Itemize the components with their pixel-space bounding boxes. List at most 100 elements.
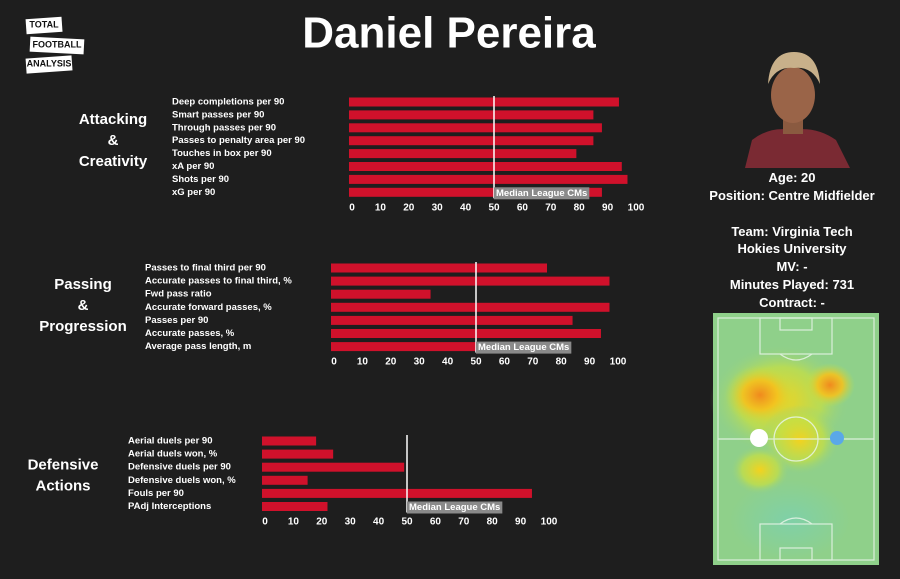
category-label: Accurate passes to final third, %: [145, 276, 292, 287]
category-label: Smart passes per 90: [172, 109, 264, 120]
logo-text: ANALYSIS: [27, 58, 72, 68]
x-tick-label: 90: [515, 517, 527, 528]
section-label: Passing: [54, 276, 112, 293]
spacer: [702, 205, 882, 223]
profile-position: Position: Centre Midfielder: [709, 187, 875, 203]
category-label: Accurate forward passes, %: [145, 302, 272, 313]
bar: [349, 162, 622, 171]
median-label: Median League CMs: [478, 342, 569, 353]
player-photo: [745, 48, 851, 168]
x-tick-label: 90: [602, 203, 614, 214]
category-label: Touches in box per 90: [172, 148, 272, 159]
category-label: Defensive duels won, %: [128, 475, 236, 486]
profile-mv: MV: -: [776, 259, 808, 275]
x-tick-label: 90: [584, 357, 596, 368]
logo-box: [25, 16, 63, 35]
category-label: Defensive duels per 90: [128, 462, 231, 473]
x-tick-label: 50: [488, 203, 500, 214]
x-tick-label: 0: [349, 203, 355, 214]
page-title: Daniel Pereira: [302, 9, 596, 58]
x-tick-label: 100: [610, 357, 627, 368]
bar: [331, 342, 476, 352]
section-label: &: [78, 297, 89, 314]
profile-team: Team: Virginia Tech Hokies University: [731, 223, 853, 257]
x-tick-label: 60: [499, 357, 511, 368]
x-tick-label: 70: [527, 357, 539, 368]
bar: [262, 488, 532, 498]
x-tick-label: 70: [458, 517, 470, 528]
x-tick-label: 50: [470, 357, 482, 368]
median-label-bg: [407, 501, 503, 514]
section-label: &: [108, 132, 119, 149]
bar: [331, 263, 547, 273]
category-label: Average pass length, m: [145, 341, 251, 352]
section-label: Actions: [35, 477, 90, 494]
bar: [349, 174, 628, 184]
x-tick-label: 30: [345, 517, 357, 528]
category-label: Aerial duels won, %: [128, 449, 218, 460]
median-label-bg: [494, 187, 590, 200]
x-tick-label: 100: [628, 203, 645, 214]
logo-text: TOTAL: [29, 19, 59, 29]
player-profile: Age: 20 Position: Centre Midfielder Team…: [702, 169, 882, 312]
category-label: Aerial duels per 90: [128, 436, 212, 447]
bar: [331, 289, 431, 299]
x-tick-label: 10: [288, 517, 300, 528]
section-label: Creativity: [79, 153, 148, 170]
profile-age: Age: 20: [768, 170, 816, 185]
x-tick-label: 0: [262, 517, 268, 528]
x-tick-label: 10: [375, 203, 387, 214]
x-tick-label: 20: [385, 357, 397, 368]
profile-minutes: Minutes Played: 731: [729, 276, 855, 292]
bar: [262, 462, 405, 472]
section-label: Progression: [39, 318, 127, 335]
x-tick-label: 0: [331, 357, 337, 368]
category-label: Passes to final third per 90: [145, 263, 266, 274]
x-tick-label: 80: [574, 203, 586, 214]
x-tick-label: 100: [541, 517, 558, 528]
x-tick-label: 70: [545, 203, 557, 214]
x-tick-label: 80: [487, 517, 499, 528]
bar: [349, 110, 594, 120]
section-label: Defensive: [28, 456, 99, 473]
x-tick-label: 20: [316, 517, 328, 528]
category-label: Deep completions per 90: [172, 97, 284, 108]
category-label: Accurate passes, %: [145, 328, 235, 339]
x-tick-label: 40: [460, 203, 472, 214]
logo-text: FOOTBALL: [33, 39, 82, 49]
bar: [349, 136, 594, 146]
category-label: xG per 90: [172, 187, 215, 198]
bar: [331, 329, 601, 338]
x-tick-label: 40: [373, 517, 385, 528]
bar: [331, 302, 610, 312]
category-label: Fwd pass ratio: [145, 289, 212, 300]
median-label: Median League CMs: [409, 502, 500, 513]
x-tick-label: 20: [403, 203, 415, 214]
bar: [262, 475, 308, 485]
bar: [349, 149, 577, 159]
section-label: Attacking: [79, 111, 147, 128]
category-label: xA per 90: [172, 161, 214, 172]
x-tick-label: 50: [401, 517, 413, 528]
bar: [262, 436, 317, 446]
bar: [331, 276, 610, 286]
profile-contract: Contract: -: [759, 294, 825, 310]
logo-box: [25, 55, 73, 74]
heatmap: [710, 313, 879, 565]
category-label: Fouls per 90: [128, 488, 184, 499]
median-label: Median League CMs: [496, 188, 587, 199]
x-tick-label: 30: [432, 203, 444, 214]
bar: [262, 502, 328, 511]
x-tick-label: 10: [357, 357, 369, 368]
category-label: Passes to penalty area per 90: [172, 135, 305, 146]
logo-box: [29, 36, 85, 55]
category-label: Shots per 90: [172, 174, 229, 185]
x-tick-label: 80: [556, 357, 568, 368]
x-tick-label: 40: [442, 357, 454, 368]
logo: TOTAL FOOTBALL ANALYSIS: [25, 16, 85, 74]
category-label: PAdj Interceptions: [128, 501, 211, 512]
bar: [349, 97, 619, 107]
x-tick-label: 60: [517, 203, 529, 214]
